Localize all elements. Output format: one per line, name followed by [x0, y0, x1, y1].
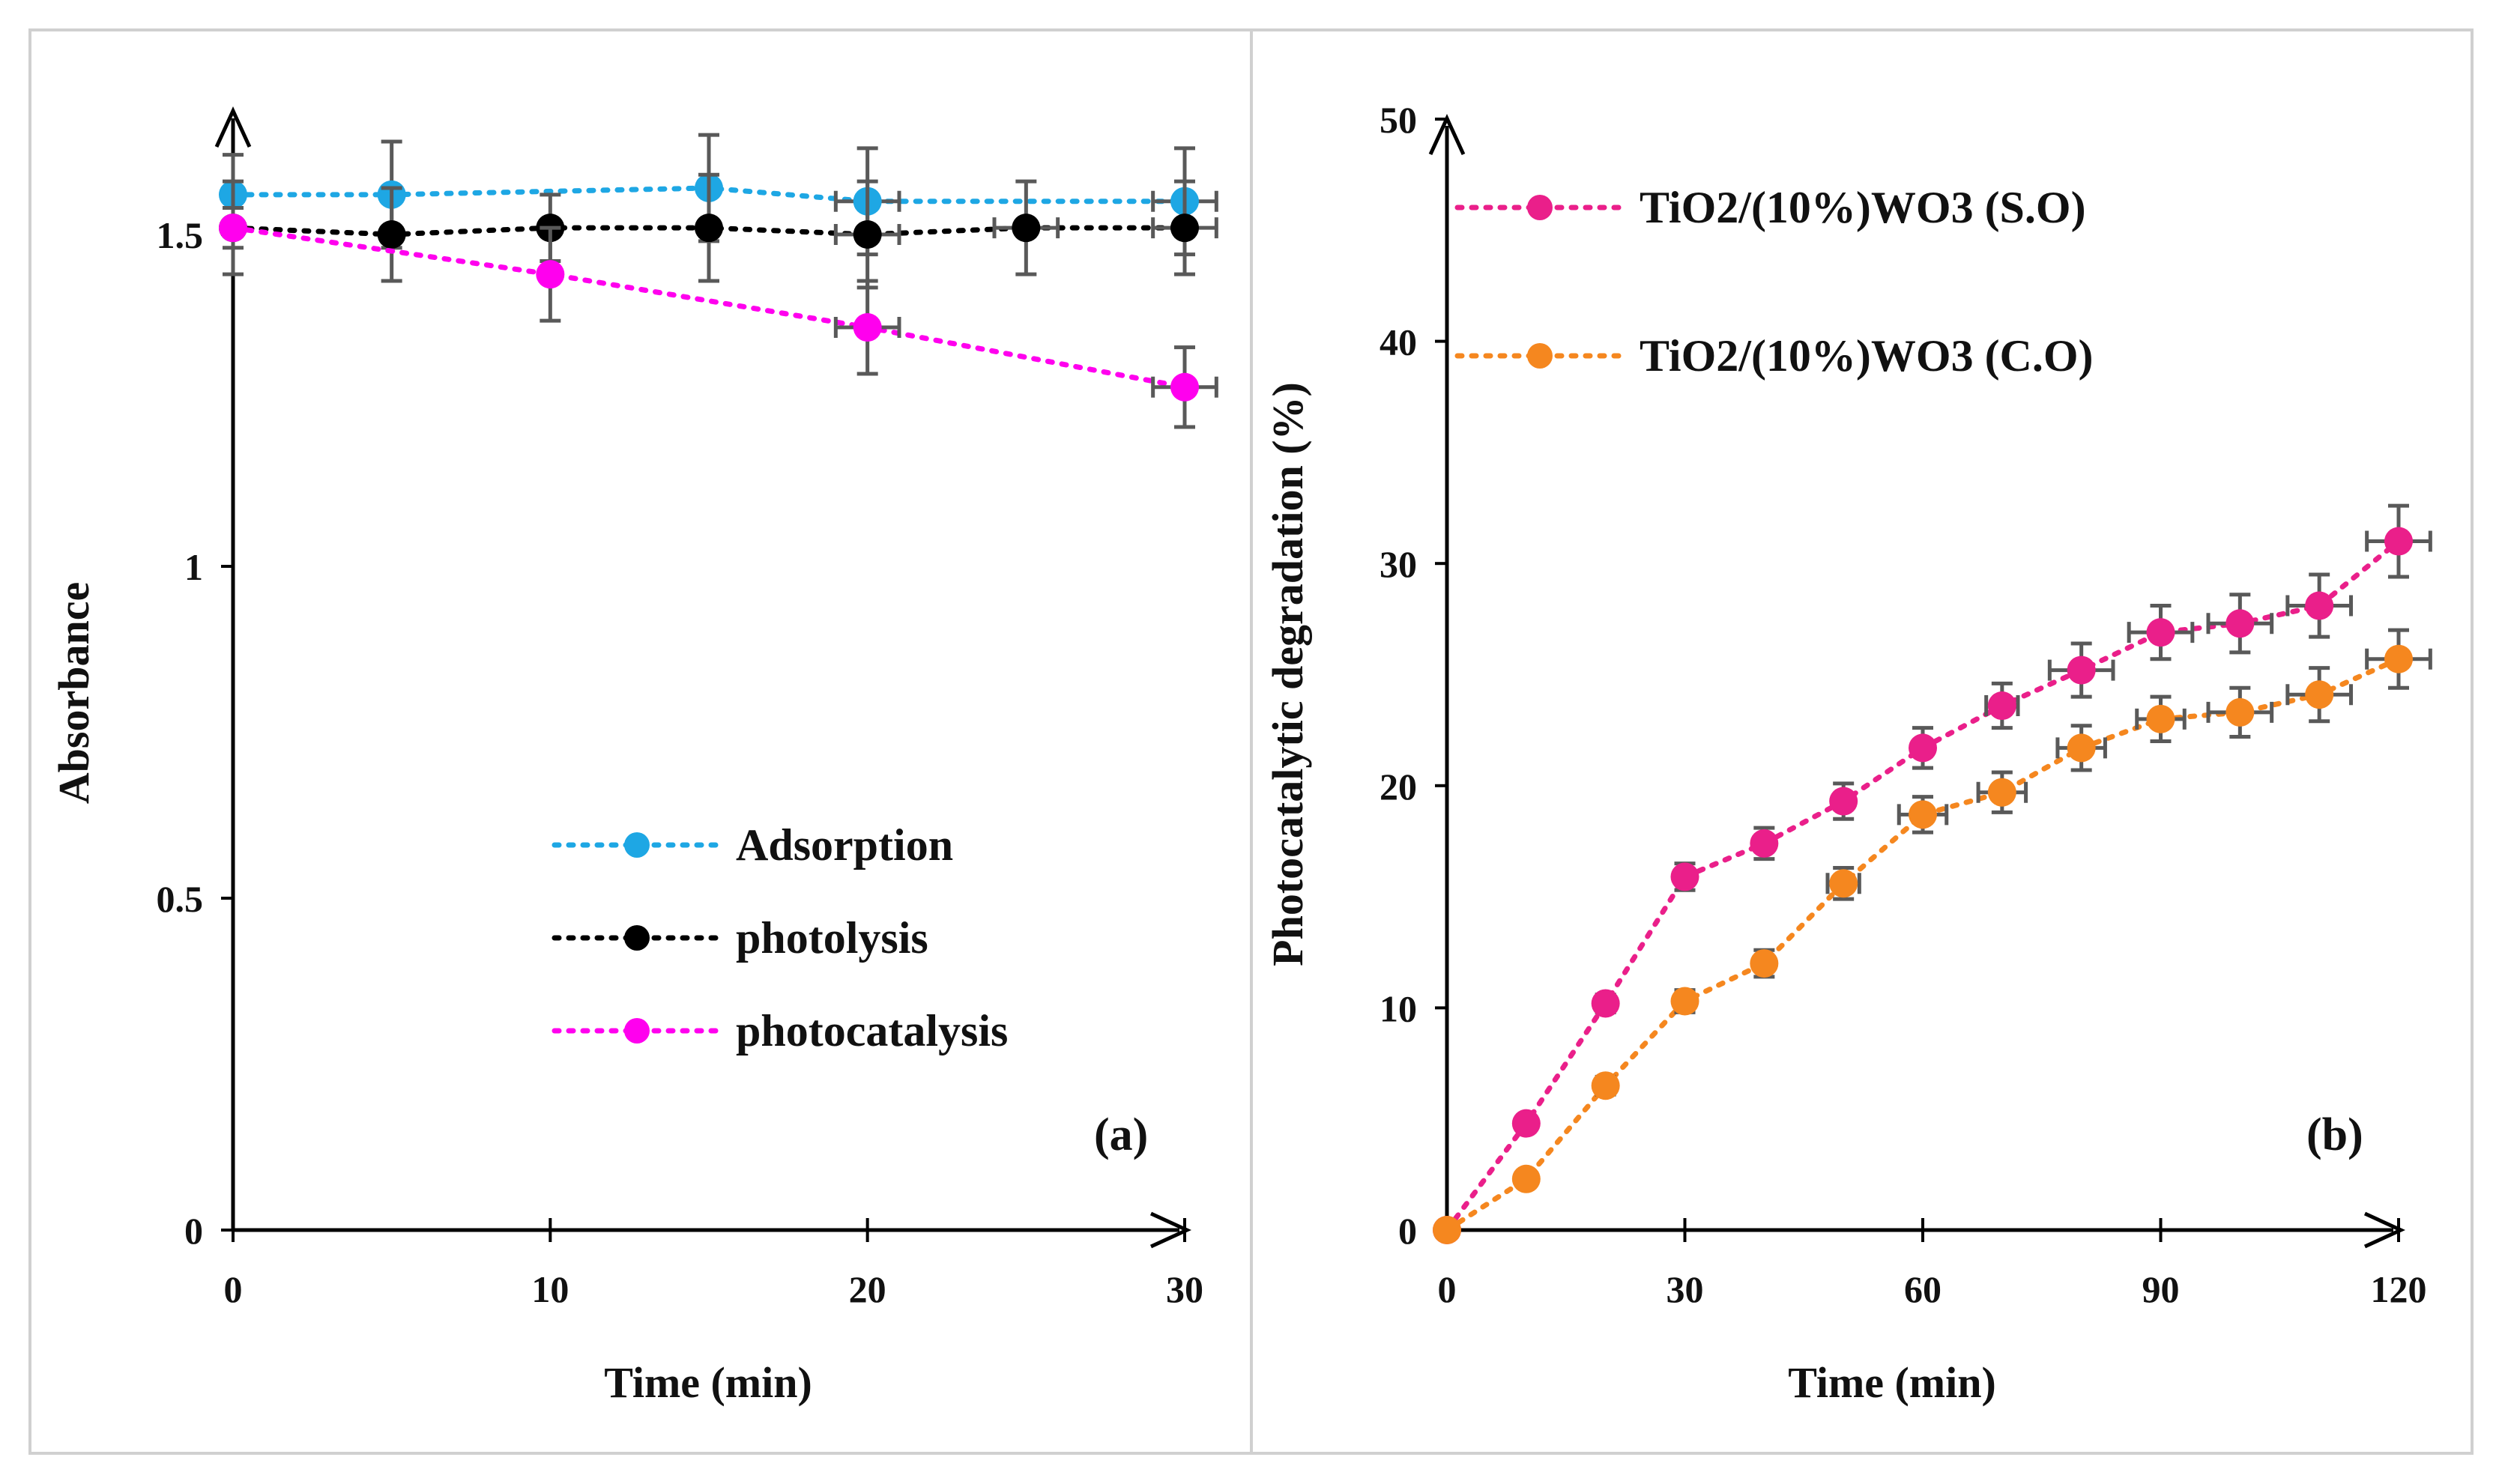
data-point-photolysis — [377, 220, 406, 249]
legend-so-marker — [1527, 195, 1553, 220]
panel-b-plot-area: 0 30 60 90 120 0 10 20 30 40 50 — [1380, 99, 2432, 1310]
data-point-photolysis — [1012, 213, 1041, 243]
data-point-tio2-10-wo3-s-o — [2384, 527, 2413, 556]
panel-b-y-axis-title: Photocatalytic degradation (%) — [1263, 382, 1312, 966]
data-point-tio2-10-wo3-c-o — [1829, 869, 1858, 898]
panel-b-x-axis-arrow — [2363, 1211, 2406, 1249]
data-point-tio2-10-wo3-s-o — [1511, 1109, 1541, 1138]
panel-a-frame — [28, 28, 1253, 1455]
panel-b-y-tick-label: 30 — [1380, 543, 1417, 585]
data-point-tio2-10-wo3-c-o — [2146, 704, 2175, 733]
data-point-tio2-10-wo3-s-o — [2146, 618, 2175, 647]
data-point-tio2-10-wo3-s-o — [2305, 591, 2334, 620]
legend-item-photolysis: photolysis — [552, 913, 928, 963]
panel-a-x-tick-label: 0 — [224, 1268, 243, 1310]
data-point-tio2-10-wo3-c-o — [1909, 800, 1937, 829]
legend-item-so: TiO2/(10%)WO3 (S.O) — [1454, 183, 2086, 232]
legend-co-marker — [1527, 343, 1553, 369]
data-point-photocatalysis — [1170, 372, 1199, 402]
legend-photolysis-label: photolysis — [736, 913, 928, 963]
legend-so-label: TiO2/(10%)WO3 (S.O) — [1640, 183, 2086, 232]
data-point-tio2-10-wo3-s-o — [1829, 787, 1858, 816]
panel-a-plot-area: 0 10 20 30 0 0.5 1 1.5 — [157, 106, 1218, 1310]
panel-a-y-axis-arrow — [214, 106, 252, 148]
panel-b: 0 30 60 90 120 0 10 20 30 40 50 Time (min) Photoca… — [1250, 28, 2474, 1455]
panel-a-y-axis-title: Absorbance — [49, 582, 98, 804]
data-point-tio2-10-wo3-s-o — [2067, 655, 2096, 685]
legend-adsorption-label: Adsorption — [736, 820, 953, 870]
panel-b-tag: (b) — [2306, 1109, 2363, 1160]
data-point-photocatalysis — [853, 313, 882, 342]
panel-a-x-tick-label: 10 — [531, 1268, 569, 1310]
data-point-tio2-10-wo3-c-o — [1670, 987, 1699, 1016]
data-point-tio2-10-wo3-s-o — [1591, 989, 1620, 1018]
data-point-tio2-10-wo3-c-o — [2067, 733, 2096, 763]
panel-b-x-tick-label: 0 — [1438, 1268, 1457, 1310]
panel-b-x-axis-title: Time (min) — [1788, 1358, 1996, 1407]
panel-b-x-tick-label: 120 — [2371, 1268, 2427, 1310]
data-point-tio2-10-wo3-s-o — [2225, 609, 2255, 638]
panel-b-y-tick-label: 20 — [1380, 766, 1417, 808]
panel-b-x-tick-label: 30 — [1667, 1268, 1704, 1310]
panel-a-y-tick-label: 0 — [184, 1210, 203, 1252]
panel-a: 0 10 20 30 0 0.5 1 1.5 Time (min) Absorbance (a… — [28, 28, 1253, 1455]
data-point-photolysis — [695, 213, 723, 243]
data-point-tio2-10-wo3-c-o — [2305, 680, 2334, 709]
data-point-tio2-10-wo3-s-o — [1750, 829, 1779, 858]
legend-item-photocatalysis: photocatalysis — [552, 1006, 1008, 1056]
panel-b-y-tick-label: 50 — [1380, 99, 1417, 141]
legend-item-co: TiO2/(10%)WO3 (C.O) — [1454, 331, 2094, 381]
panel-a-tag: (a) — [1094, 1109, 1148, 1160]
legend-photolysis-marker — [624, 925, 650, 951]
data-point-tio2-10-wo3-s-o — [1909, 733, 1937, 763]
data-point-tio2-10-wo3-c-o — [1750, 949, 1779, 978]
panel-b-legend: TiO2/(10%)WO3 (S.O) TiO2/(10%)WO3 (C.O) — [1454, 183, 2094, 381]
data-point-tio2-10-wo3-c-o — [1987, 778, 2016, 807]
panel-b-y-tick-label: 40 — [1380, 321, 1417, 363]
data-point-tio2-10-wo3-c-o — [2225, 697, 2255, 727]
panel-b-x-tick-label: 90 — [2142, 1268, 2180, 1310]
data-point-photocatalysis — [219, 213, 247, 243]
legend-co-label: TiO2/(10%)WO3 (C.O) — [1640, 331, 2094, 381]
panel-b-y-tick-label: 0 — [1398, 1210, 1417, 1252]
data-point-tio2-10-wo3-c-o — [1591, 1071, 1620, 1100]
panel-a-y-tick-label: 1.5 — [157, 214, 204, 256]
data-point-photocatalysis — [536, 260, 565, 289]
legend-photocatalysis-marker — [624, 1018, 650, 1044]
panel-b-x-tick-label: 60 — [1904, 1268, 1942, 1310]
panel-a-y-tick-label: 0.5 — [157, 878, 204, 920]
data-point-photolysis — [853, 220, 882, 249]
data-point-tio2-10-wo3-c-o — [1433, 1216, 1461, 1244]
legend-adsorption-marker — [624, 832, 650, 858]
series-line-tio2-10-wo3-s-o — [1444, 539, 2402, 1233]
legend-photocatalysis-label: photocatalysis — [736, 1006, 1008, 1056]
panel-a-legend: Adsorption photolysis photocatalysis — [552, 820, 1008, 1056]
legend-item-adsorption: Adsorption — [552, 820, 953, 870]
panel-a-x-tick-label: 30 — [1166, 1268, 1203, 1310]
panel-a-x-tick-label: 20 — [849, 1268, 886, 1310]
panel-a-y-tick-label: 1 — [184, 546, 203, 588]
panel-a-x-axis-title: Time (min) — [604, 1358, 812, 1407]
series-line-photocatalysis — [230, 225, 1188, 390]
panel-b-frame — [1250, 28, 2474, 1455]
panel-b-y-tick-label: 10 — [1380, 987, 1417, 1029]
data-point-tio2-10-wo3-c-o — [2384, 644, 2413, 673]
data-point-tio2-10-wo3-c-o — [1511, 1164, 1541, 1193]
panel-a-x-axis-arrow — [1149, 1211, 1192, 1249]
data-point-tio2-10-wo3-s-o — [1670, 862, 1699, 891]
data-point-tio2-10-wo3-s-o — [1987, 691, 2016, 721]
data-point-photolysis — [1170, 213, 1199, 243]
